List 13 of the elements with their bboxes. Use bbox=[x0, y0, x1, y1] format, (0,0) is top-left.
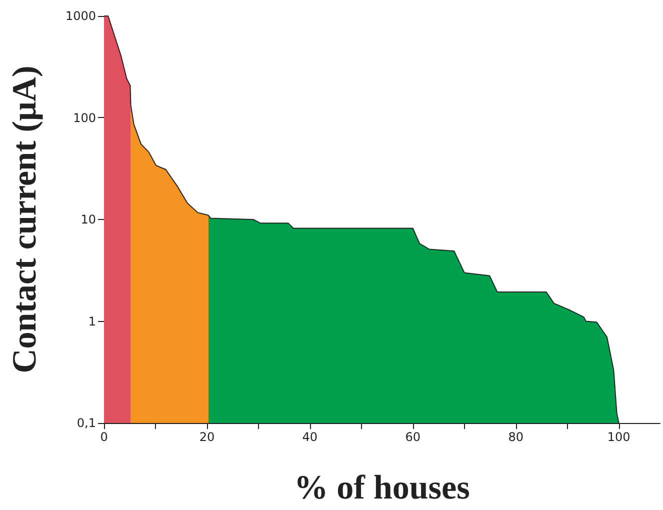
y-tick-label: 10 bbox=[80, 212, 96, 226]
x-tick-label: 20 bbox=[199, 430, 215, 444]
x-tick-label: 0 bbox=[100, 430, 108, 444]
y-tick-label: 1 bbox=[88, 314, 96, 328]
y-tick-label: 100 bbox=[73, 110, 96, 125]
x-tick-label: 40 bbox=[302, 430, 318, 444]
x-tick-label: 60 bbox=[405, 430, 421, 444]
x-tick-label: 80 bbox=[508, 430, 524, 444]
y-tick-label: 1000 bbox=[65, 9, 96, 23]
x-axis-title: % of houses bbox=[294, 470, 470, 506]
x-tick-label: 100 bbox=[607, 430, 630, 444]
y-axis-title: Contact current (μA) bbox=[6, 66, 44, 374]
y-tick-label: 0,1 bbox=[76, 416, 96, 430]
